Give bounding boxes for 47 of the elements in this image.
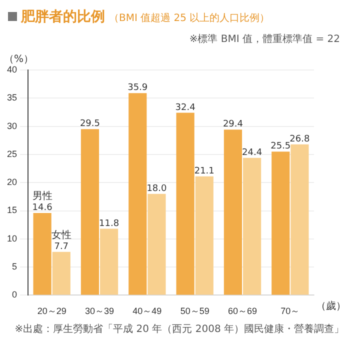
series-label: 女性 — [51, 228, 72, 241]
bar — [80, 129, 100, 295]
bar — [272, 152, 290, 295]
bar — [176, 112, 194, 295]
y-tick-label: 35 — [6, 92, 18, 103]
y-axis-title: （%） — [4, 54, 34, 65]
data-label: 18.0 — [146, 184, 167, 194]
bar — [242, 158, 262, 295]
bar — [52, 252, 70, 295]
data-label: 25.5 — [270, 142, 291, 152]
data-label: 26.8 — [290, 134, 310, 144]
x-tick-label: 60～69 — [228, 306, 258, 316]
bar — [33, 213, 52, 295]
chart-subtitle: （BMI 值超過 25 以上的人口比例） — [109, 12, 270, 25]
y-tick-label: 20 — [6, 177, 18, 188]
y-tick-label: 25 — [6, 148, 18, 159]
bar — [224, 130, 242, 295]
data-label: 7.7 — [54, 242, 69, 252]
bar — [128, 93, 147, 295]
x-tick-label: 20～29 — [37, 306, 66, 316]
data-label: 24.4 — [242, 148, 262, 158]
y-tick-label: 40 — [6, 64, 18, 74]
data-label: 35.9 — [128, 83, 148, 94]
y-tick-label: 0 — [12, 290, 18, 300]
text: ※標準 BMI 值，體重標準值 = 22 — [189, 32, 340, 46]
bar — [100, 228, 118, 295]
bar — [195, 176, 214, 295]
text: ※出處：厚生勞動省「平成 20 年（西元 2008 年）國民健康・營養調查」 — [14, 322, 344, 336]
x-tick-label: 50～59 — [180, 306, 210, 316]
data-label: 32.4 — [175, 102, 196, 113]
y-tick-label: 30 — [6, 120, 18, 131]
x-tick-label: 70～ — [280, 306, 300, 316]
x-tick-label: 30～39 — [84, 306, 114, 316]
y-tick-label: 15 — [6, 205, 18, 216]
chart-title: 肥胖者的比例 — [21, 8, 105, 26]
bar — [290, 144, 309, 295]
x-axis-title: （歲） — [316, 300, 346, 312]
data-label: 14.6 — [32, 203, 53, 213]
data-label: 29.5 — [80, 119, 100, 130]
bar — [148, 194, 166, 295]
data-label: 11.8 — [99, 218, 120, 229]
y-tick-label: 5 — [12, 262, 18, 272]
y-tick-label: 10 — [6, 233, 18, 244]
x-tick-label: 40～49 — [132, 306, 162, 316]
data-label: 29.4 — [222, 120, 244, 130]
data-label: 21.1 — [194, 166, 214, 176]
series-label: 男性 — [32, 190, 52, 202]
